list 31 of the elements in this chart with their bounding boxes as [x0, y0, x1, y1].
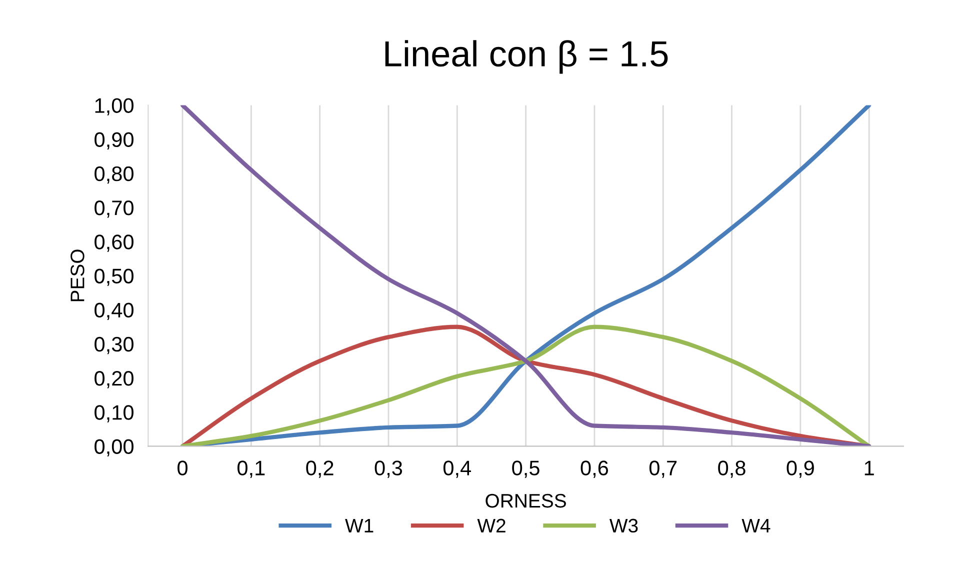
y-tick-label: 1,00: [95, 98, 134, 116]
y-tick-label: 0,70: [94, 200, 134, 218]
x-tick-label: 0,6: [580, 460, 608, 478]
x-tick-label: 0,2: [306, 460, 334, 478]
x-tick-label: 0,1: [238, 460, 265, 478]
line-series: [180, 324, 872, 446]
x-tick-label: 0,9: [786, 460, 814, 478]
chart-title: Lineal con β = 1.5: [385, 40, 668, 74]
legend-label: W3: [609, 518, 638, 533]
legend-label: W1: [345, 518, 374, 532]
x-tick-label: 0,5: [512, 460, 540, 478]
y-tick-label: 0,10: [94, 405, 134, 422]
x-axis-title: ORNESS: [486, 494, 566, 508]
x-tick-label: 0,3: [374, 460, 402, 478]
x-tick-label: 0,7: [649, 460, 677, 478]
legend-label: W4: [742, 518, 770, 532]
line-series: [180, 105, 872, 446]
y-tick-label: 0,20: [94, 371, 134, 388]
x-tick-label: 1: [864, 460, 874, 476]
y-tick-label: 0,40: [94, 302, 134, 320]
y-axis-title: PESO: [70, 250, 84, 302]
y-tick-label: 0,30: [94, 336, 134, 354]
y-tick-label: 0,60: [94, 234, 134, 252]
y-tick-label: 0,90: [94, 132, 134, 150]
x-tick-label: 0: [178, 460, 188, 476]
y-tick-label: 0,50: [94, 268, 134, 286]
x-tick-label: 0,8: [718, 460, 746, 478]
legend-label: W2: [477, 518, 506, 532]
y-tick-label: 0,80: [94, 166, 134, 184]
x-tick-label: 0,4: [443, 460, 472, 478]
y-tick-label: 0,00: [94, 439, 134, 456]
